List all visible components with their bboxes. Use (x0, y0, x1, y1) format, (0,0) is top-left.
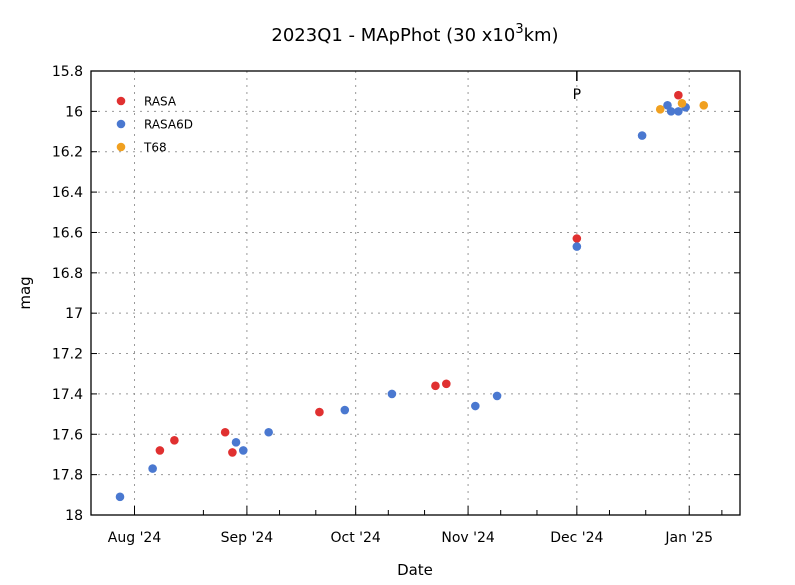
point-rasa6d (148, 464, 157, 473)
legend-marker-t68 (116, 142, 126, 152)
point-rasa (220, 427, 230, 437)
y-tick-label: 17.6 (52, 427, 83, 443)
point-rasa6d (572, 242, 582, 251)
axes: 15.8 16 16.2 16.4 16.6 16.8 17 17.2 17.4 17.6 17.8… (52, 64, 740, 546)
y-tick-label: 16.6 (52, 225, 83, 241)
point-rasa6d (492, 391, 502, 401)
y-tick-label: 16 (65, 104, 83, 120)
y-tick-label: 16.2 (52, 145, 83, 161)
point-t68 (699, 101, 709, 110)
x-tick-label: Jan '25 (664, 530, 713, 546)
point-rasa6d (238, 446, 248, 455)
y-tick-label: 16.4 (52, 185, 83, 201)
point-rasa (674, 90, 683, 100)
point-rasa6d (637, 131, 647, 140)
point-rasa6d (340, 405, 350, 415)
chart-title: 2023Q1 - MApPhot (30 x103km) (271, 22, 558, 46)
x-tick-label: Dec '24 (550, 530, 603, 546)
y-tick-label: 18 (65, 508, 83, 524)
point-rasa6d (674, 107, 683, 116)
point-rasa (572, 234, 582, 243)
legend: RASA RASA6D T68 (116, 95, 193, 155)
point-t68 (655, 105, 665, 114)
y-tick-label: 17.8 (52, 468, 83, 484)
data-points (115, 90, 709, 502)
y-tick-label: 17.2 (52, 347, 83, 363)
y-tick-label: 16.8 (52, 266, 83, 282)
annotation-label: P (573, 87, 581, 103)
y-axis-label: mag (16, 276, 34, 309)
point-rasa6d (231, 438, 241, 447)
x-tick-label: Sep '24 (221, 530, 274, 546)
plot-frame (90, 70, 741, 516)
point-rasa (228, 448, 237, 457)
point-rasa (315, 407, 324, 417)
y-tick-label: 15.8 (52, 64, 83, 80)
grid (91, 71, 740, 515)
x-tick-label: Aug '24 (108, 530, 162, 546)
point-rasa (155, 446, 165, 455)
point-rasa6d (387, 389, 397, 399)
point-rasa6d (666, 107, 676, 116)
x-tick-label: Oct '24 (331, 530, 381, 546)
legend-marker-rasa (116, 96, 126, 106)
point-rasa6d (471, 401, 480, 411)
point-t68 (677, 98, 687, 108)
point-rasa6d (264, 427, 273, 437)
legend-label: RASA (144, 95, 177, 109)
legend-label: RASA6D (144, 118, 193, 132)
point-rasa (431, 381, 440, 391)
x-axis-label: Date (397, 561, 433, 579)
y-tick-label: 17 (65, 306, 83, 322)
point-rasa (170, 436, 179, 445)
legend-marker-rasa6d (116, 119, 126, 129)
legend-label: T68 (143, 141, 167, 155)
point-rasa (442, 379, 451, 389)
point-rasa6d (115, 492, 125, 502)
y-tick-label: 17.4 (52, 387, 83, 403)
x-tick-label: Nov '24 (441, 530, 495, 546)
